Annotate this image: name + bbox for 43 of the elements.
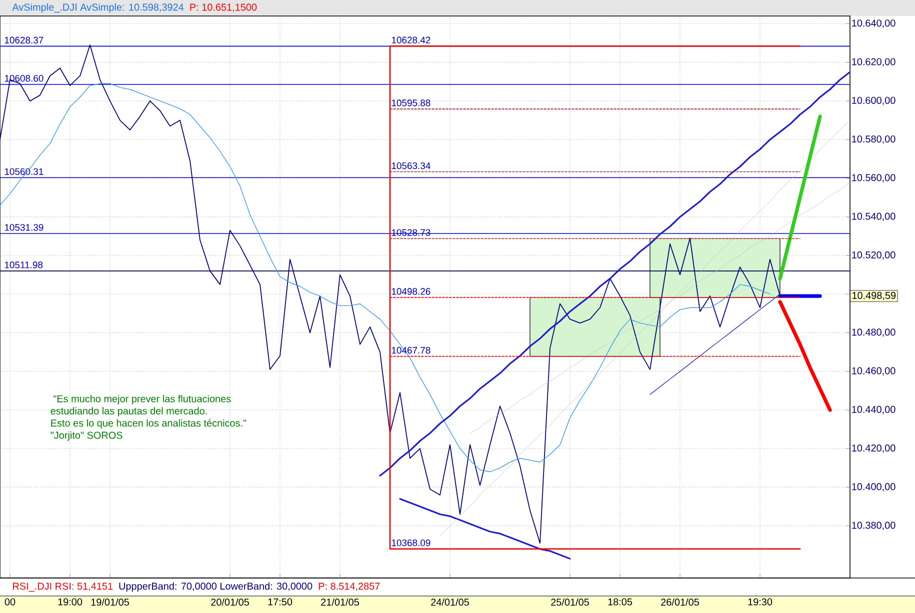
x-tick-label: 24/01/05 xyxy=(431,598,469,606)
y-tick-label: 10.440,00 xyxy=(852,406,896,414)
series-label: 10368.09 xyxy=(392,539,430,546)
y-tick-label: 10.480,00 xyxy=(852,328,896,337)
text: P: 8.514,2857 xyxy=(318,582,380,591)
ref-line-label: 10511.98 xyxy=(4,262,43,268)
text: RSI_.DJI RSI: 51,4151 xyxy=(13,582,112,592)
y-tick-label: 10.400,00 xyxy=(852,483,896,492)
series-label: 10498.26 xyxy=(392,288,430,295)
x-tick-label: 26/01/05 xyxy=(661,598,699,606)
x-tick-label: 21/01/05 xyxy=(321,598,359,606)
ref-line-label: 10531.39 xyxy=(4,224,44,231)
x-tick-label: 18:05 xyxy=(608,598,632,606)
x-tick-label: 19:00 xyxy=(58,598,82,606)
y-tick-label: 10.460,00 xyxy=(852,367,896,376)
y-tick-label: 10.420,00 xyxy=(852,444,896,453)
x-tick-label: 17:50 xyxy=(268,598,292,606)
y-tick-label: 10.600,00 xyxy=(852,96,896,106)
text: 10.498,59 xyxy=(852,292,896,300)
y-tick-label: 10.560,00 xyxy=(852,174,896,182)
chart-title: AvSimple_.DJI AvSimple: 10.598,3924 xyxy=(12,3,184,13)
y-tick-label: 10.380,00 xyxy=(852,522,896,530)
x-tick-label: 19:30 xyxy=(748,598,772,606)
ref-line-label: 10608.60 xyxy=(4,74,44,82)
y-tick-label: 10.620,00 xyxy=(852,58,896,66)
text: UppperBand: 70,0000 LowerBand: 30,0000 xyxy=(119,582,312,592)
x-tick-label: 20/01/05 xyxy=(211,598,249,606)
y-tick-label: 10.520,00 xyxy=(852,251,896,260)
chart-subtitle: P: 10.651,1500 xyxy=(190,4,257,12)
annotation: Esto es lo que hacen los analistas técnicos." xyxy=(51,419,246,429)
x-tick-label: 25/01/05 xyxy=(551,598,589,606)
annotation: estudiando las pautas del mercado. xyxy=(50,407,207,416)
ref-line-label: 10628.37 xyxy=(4,36,44,44)
annotation: "Es mucho mejor prever las flutuaciones xyxy=(54,394,231,404)
y-tick-label: 10.640,00 xyxy=(852,20,896,28)
y-tick-label: 10.580,00 xyxy=(852,135,896,144)
annotation: "Jorjito" SOROS xyxy=(50,431,122,441)
series-label: 10563.34 xyxy=(392,162,430,170)
x-tick-label: 19/01/05 xyxy=(91,598,129,606)
y-tick-label: 10.540,00 xyxy=(852,212,896,221)
x-tick-label: 00 xyxy=(4,598,16,606)
series-label: 10628.42 xyxy=(392,36,430,44)
series-label: 10595.88 xyxy=(392,100,430,106)
